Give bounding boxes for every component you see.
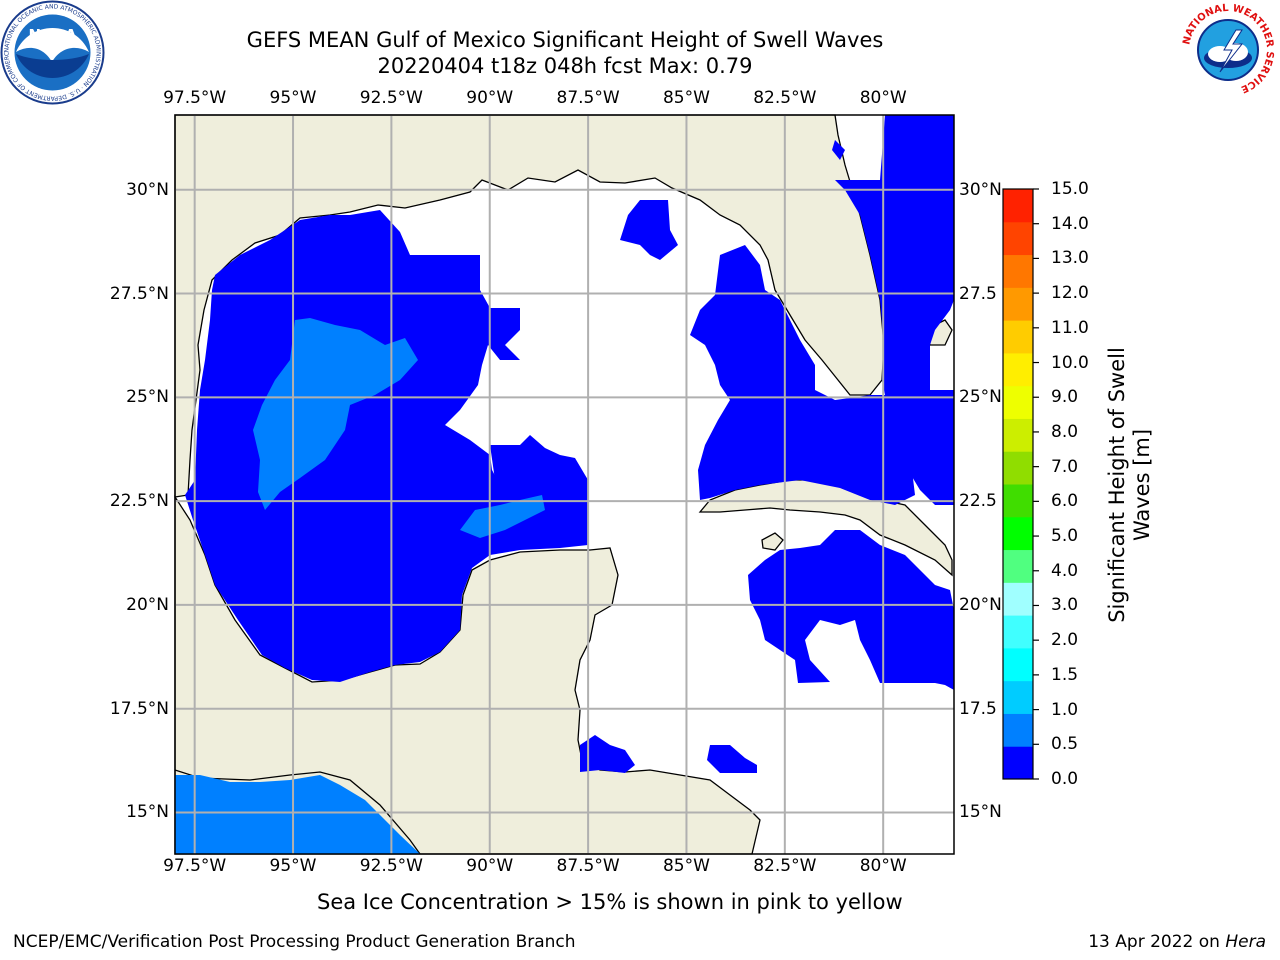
nws-logo-icon: NATIONAL WEATHER SERVICE	[1178, 0, 1278, 100]
swell-honduras-gulf	[580, 735, 635, 773]
lat-tick-right: 22.5	[959, 491, 997, 512]
swell-pacific	[175, 775, 420, 854]
colorbar-tick-label: 3.0	[1051, 595, 1079, 616]
swell-central-mid	[460, 495, 545, 538]
lat-tick-left: 22.5°N	[109, 491, 169, 512]
colorbar-segment	[1003, 352, 1033, 387]
lat-tick-right: 25°N	[959, 387, 1002, 408]
colorbar-segment	[1003, 189, 1033, 223]
colorbar-segment	[1003, 418, 1033, 452]
lat-tick-left: 27.5°N	[109, 283, 169, 304]
lon-tick-top: 97.5°W	[163, 88, 227, 108]
colorbar-tick-label: 10.0	[1051, 352, 1089, 373]
lat-tick-left: 15°N	[126, 802, 169, 823]
colorbar-tick-label: 2.0	[1051, 630, 1079, 651]
footer-host: Hera	[1225, 932, 1266, 952]
colorbar-segment	[1003, 680, 1033, 714]
noaa-logo-text: NOAA	[28, 26, 77, 44]
colorbar-tick-label: 13.0	[1051, 248, 1089, 269]
lon-tick-bottom: 85°W	[662, 856, 710, 876]
map-frame	[174, 114, 955, 855]
lat-tick-right: 20°N	[959, 594, 1002, 615]
swell-0-5-1-0	[175, 318, 545, 854]
colorbar-tick-label: 9.0	[1051, 387, 1079, 408]
colorbar-segment	[1003, 516, 1033, 551]
colorbar-tick-label: 7.0	[1051, 456, 1079, 477]
isla-juventud	[761, 532, 784, 551]
lat-tick-right: 15°N	[959, 802, 1002, 823]
lat-tick-left: 17.5°N	[109, 698, 169, 719]
colorbar-segment	[1003, 254, 1033, 288]
lon-tick-top: 80°W	[859, 88, 907, 108]
colorbar-segment	[1003, 746, 1033, 780]
lon-tick-bottom: 80°W	[859, 856, 907, 876]
colorbar-tick-label: 8.0	[1051, 421, 1079, 442]
colorbar-segment	[1003, 320, 1033, 354]
colorbar-tick-label: 15.0	[1051, 179, 1089, 199]
colorbar-tick-label: 1.0	[1051, 699, 1079, 720]
colorbar-segment	[1003, 221, 1033, 256]
swell-east-gulf	[690, 245, 915, 505]
footer-branch: NCEP/EMC/Verification Post Processing Pr…	[13, 932, 576, 952]
swell-ne-gulf	[620, 200, 678, 260]
colorbar-segment	[1003, 615, 1033, 649]
noaa-logo-icon: NATIONAL OCEANIC AND ATMOSPHERIC ADMINIS…	[0, 0, 105, 105]
lon-tick-bottom: 97.5°W	[163, 856, 227, 876]
colorbar-tick-label: 6.0	[1051, 491, 1079, 512]
lat-tick-left: 25°N	[126, 387, 169, 408]
lat-tick-right: 17.5	[959, 698, 997, 719]
colorbar-tick-label: 5.0	[1051, 526, 1079, 547]
lon-tick-bottom: 95°W	[269, 856, 317, 876]
graticule	[175, 115, 954, 854]
colorbar-frame	[1002, 188, 1034, 780]
swell-western-gulf	[185, 210, 588, 682]
colorbar-segment	[1003, 385, 1033, 419]
colorbar-tick-label: 4.0	[1051, 560, 1079, 581]
footer-date: 13 Apr 2022 on Hera	[1088, 932, 1266, 952]
lat-tick-left: 30°N	[126, 179, 169, 200]
lon-tick-top: 90°W	[466, 88, 514, 108]
lon-tick-bottom: 90°W	[466, 856, 514, 876]
colorbar-tick-label: 12.0	[1051, 283, 1089, 304]
map-title: GEFS MEAN Gulf of Mexico Significant Hei…	[246, 28, 884, 52]
colorbar-segment	[1003, 287, 1033, 321]
lon-tick-bottom: 92.5°W	[359, 856, 423, 876]
swell-fl-keys	[832, 140, 845, 160]
map-subtitle: 20220404 t18z 048h fcst Max: 0.79	[377, 54, 753, 78]
colorbar-tick-label: 0.5	[1051, 734, 1079, 755]
lon-tick-top: 82.5°W	[753, 88, 817, 108]
lon-tick-top: 85°W	[662, 88, 710, 108]
colorbar	[1003, 188, 1039, 780]
swell-central-patch	[490, 435, 588, 520]
swell-caribbean-nw	[748, 530, 954, 690]
colorbar-segment	[1003, 451, 1033, 485]
colorbar-segment	[1003, 549, 1033, 583]
swell-mid-western-gulf	[253, 318, 418, 510]
sea-ice-note: Sea Ice Concentration > 15% is shown in …	[317, 890, 903, 914]
colorbar-tick-label: 0.0	[1051, 769, 1079, 789]
colorbar-segment	[1003, 484, 1033, 518]
colorbar-tick-label: 1.5	[1051, 664, 1079, 685]
colorbar-tick-label: 11.0	[1051, 317, 1089, 338]
lon-tick-top: 95°W	[269, 88, 317, 108]
colorbar-segment	[1003, 647, 1033, 682]
colorbar-tick-label: 14.0	[1051, 213, 1089, 234]
swell-bay-islands	[707, 745, 757, 773]
lon-tick-bottom: 82.5°W	[753, 856, 817, 876]
lat-tick-right: 27.5	[959, 283, 997, 304]
swell-atlantic-east	[835, 115, 954, 505]
lon-tick-top: 87.5°W	[556, 88, 620, 108]
lon-tick-bottom: 87.5°W	[556, 856, 620, 876]
lat-tick-left: 20°N	[126, 594, 169, 615]
lon-tick-top: 92.5°W	[359, 88, 423, 108]
swell-field	[185, 115, 954, 773]
colorbar-segment	[1003, 582, 1033, 616]
colorbar-segment	[1003, 713, 1033, 747]
lat-tick-right: 30°N	[959, 179, 1002, 200]
